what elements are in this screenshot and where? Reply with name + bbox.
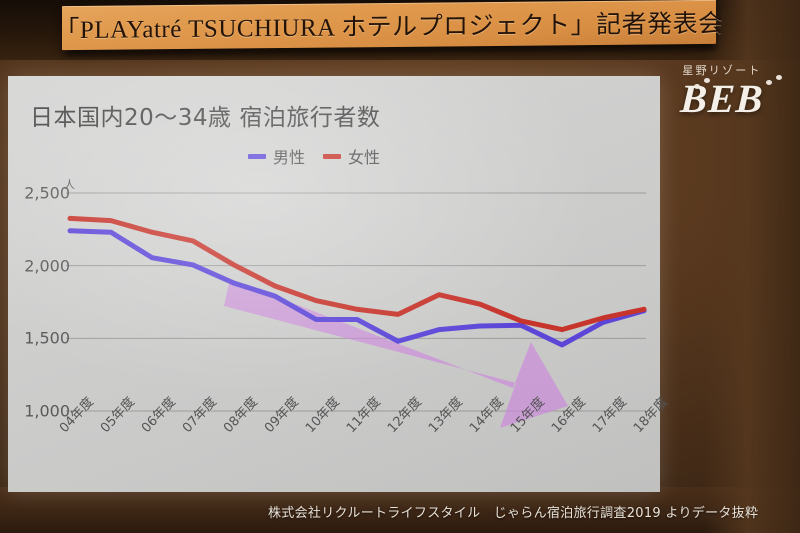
line-chart-plot-area: 人 1,000 1,500 2,000 2,500 04年度 05年度 06年度 07年度 08… bbox=[8, 76, 671, 492]
legend-label-female: 女性 bbox=[348, 148, 381, 167]
chart-legend: 男性 女性 bbox=[248, 144, 380, 168]
legend-item-male: 男性 bbox=[248, 144, 305, 168]
y-axis-unit-label: 人 bbox=[64, 178, 75, 191]
series-line-male bbox=[67, 228, 647, 348]
hotel-brand-logo: 星野リゾート BEB bbox=[666, 62, 778, 121]
series-line-female bbox=[67, 215, 647, 333]
brand-logo-dots bbox=[688, 74, 788, 96]
legend-item-female: 女性 bbox=[323, 144, 380, 168]
data-source-credit: 株式会社リクルートライフスタイル じゃらん宿泊旅行調査2019 よりデータ抜粋 bbox=[268, 506, 759, 521]
wall-right-column bbox=[704, 0, 800, 533]
event-title-text: 「PLAYatré TSUCHIURA ホテルプロジェクト」記者発表会 bbox=[54, 10, 724, 45]
legend-label-male: 男性 bbox=[273, 148, 306, 167]
y-axis-tick-label: 2,000 bbox=[24, 256, 70, 276]
brand-parent-name: 星野リゾート bbox=[682, 64, 762, 77]
y-axis-tick-label: 2,500 bbox=[24, 183, 70, 203]
presentation-slide: 日本国内20～34歳 宿泊旅行者数 男性 女性 人 1,000 1,500 2,00… bbox=[8, 76, 671, 492]
event-title-banner: 「PLAYatré TSUCHIURA ホテルプロジェクト」記者発表会 bbox=[54, 0, 724, 51]
chart-title: 日本国内20～34歳 宿泊旅行者数 bbox=[30, 105, 381, 131]
legend-swatch-male bbox=[248, 153, 266, 159]
chart-svg bbox=[66, 192, 647, 428]
y-axis-tick-label: 1,500 bbox=[24, 328, 70, 348]
legend-swatch-female bbox=[323, 153, 342, 159]
wall-lower-band bbox=[0, 487, 800, 533]
y-axis-tick-label: 1,000 bbox=[24, 401, 70, 421]
